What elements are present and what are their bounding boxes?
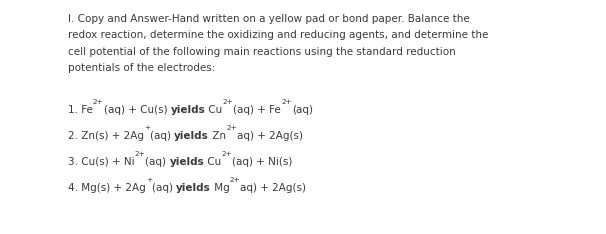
Text: cell potential of the following main reactions using the standard reduction: cell potential of the following main rea… [68, 47, 456, 57]
Text: Cu: Cu [204, 157, 222, 167]
Text: 2+: 2+ [93, 99, 104, 106]
Text: (aq): (aq) [150, 131, 175, 141]
Text: Mg: Mg [211, 183, 230, 193]
Text: yields: yields [175, 131, 209, 141]
Text: aq) + 2Ag(s): aq) + 2Ag(s) [241, 183, 307, 193]
Text: yields: yields [170, 105, 205, 115]
Text: 2+: 2+ [230, 178, 241, 183]
Text: Zn: Zn [209, 131, 226, 141]
Text: Cu: Cu [205, 105, 222, 115]
Text: 2. Zn(s) + 2Ag: 2. Zn(s) + 2Ag [68, 131, 144, 141]
Text: 2+: 2+ [222, 151, 232, 157]
Text: (aq): (aq) [145, 157, 170, 167]
Text: 2+: 2+ [222, 99, 233, 106]
Text: (aq) + Ni(s): (aq) + Ni(s) [232, 157, 293, 167]
Text: 2+: 2+ [226, 125, 237, 132]
Text: yields: yields [170, 157, 204, 167]
Text: 3. Cu(s) + Ni: 3. Cu(s) + Ni [68, 157, 135, 167]
Text: 4. Mg(s) + 2Ag: 4. Mg(s) + 2Ag [68, 183, 146, 193]
Text: +: + [144, 125, 150, 132]
Text: +: + [146, 178, 152, 183]
Text: aq) + 2Ag(s): aq) + 2Ag(s) [237, 131, 303, 141]
Text: (aq) + Fe: (aq) + Fe [233, 105, 281, 115]
Text: redox reaction, determine the oxidizing and reducing agents, and determine the: redox reaction, determine the oxidizing … [68, 30, 488, 40]
Text: I. Copy and Answer-Hand written on a yellow pad or bond paper. Balance the: I. Copy and Answer-Hand written on a yel… [68, 14, 470, 24]
Text: 2+: 2+ [281, 99, 291, 106]
Text: 2+: 2+ [135, 151, 145, 157]
Text: potentials of the electrodes:: potentials of the electrodes: [68, 63, 215, 73]
Text: 1. Fe: 1. Fe [68, 105, 93, 115]
Text: (aq) + Cu(s): (aq) + Cu(s) [104, 105, 170, 115]
Text: (aq): (aq) [291, 105, 313, 115]
Text: (aq): (aq) [152, 183, 176, 193]
Text: yields: yields [176, 183, 211, 193]
